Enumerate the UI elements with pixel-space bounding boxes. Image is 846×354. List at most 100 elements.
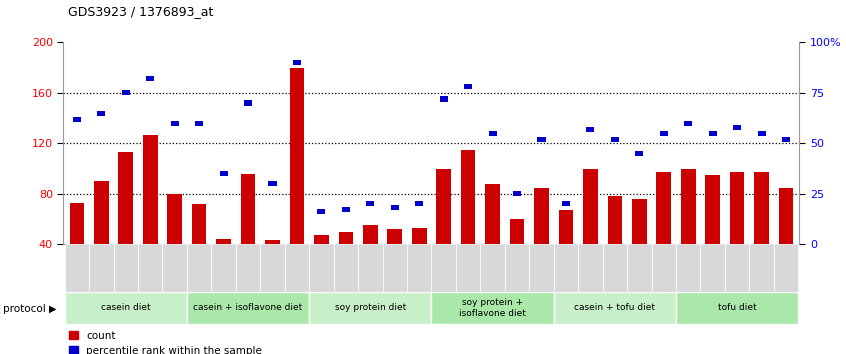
FancyBboxPatch shape [187,292,309,324]
FancyBboxPatch shape [725,244,750,292]
Bar [757,131,766,136]
Text: protocol: protocol [3,304,47,314]
Bar [342,207,350,212]
FancyBboxPatch shape [261,244,285,292]
Bar [562,201,570,206]
Bar [143,135,157,244]
Text: casein + isoflavone diet: casein + isoflavone diet [194,303,303,313]
Bar [293,60,301,65]
Bar [509,219,525,244]
Bar [195,121,203,126]
FancyBboxPatch shape [774,244,799,292]
Bar [782,137,790,142]
FancyBboxPatch shape [505,244,530,292]
Bar [681,169,695,244]
Text: ▶: ▶ [49,304,57,314]
Bar [755,172,769,244]
Legend: count, percentile rank within the sample: count, percentile rank within the sample [69,331,262,354]
Bar [366,201,375,206]
Text: GDS3923 / 1376893_at: GDS3923 / 1376893_at [68,5,213,18]
FancyBboxPatch shape [358,244,382,292]
Text: casein diet: casein diet [101,303,151,313]
Bar [583,169,598,244]
Bar [778,188,794,244]
Bar [391,205,398,211]
FancyBboxPatch shape [750,244,774,292]
Bar [220,171,228,176]
Bar [268,181,277,186]
FancyBboxPatch shape [651,244,676,292]
Bar [706,175,720,244]
FancyBboxPatch shape [212,244,236,292]
Bar [684,121,692,126]
Bar [317,210,326,215]
FancyBboxPatch shape [236,244,261,292]
Bar [244,101,252,105]
FancyBboxPatch shape [554,292,676,324]
FancyBboxPatch shape [578,244,602,292]
Text: soy protein diet: soy protein diet [335,303,406,313]
Bar [632,199,646,244]
Text: tofu diet: tofu diet [717,303,756,313]
FancyBboxPatch shape [138,244,162,292]
FancyBboxPatch shape [382,244,407,292]
Bar [635,151,643,156]
Bar [611,137,619,142]
Bar [363,225,377,244]
Bar [192,204,206,244]
FancyBboxPatch shape [285,244,309,292]
FancyBboxPatch shape [530,244,554,292]
Bar [387,229,402,244]
Bar [415,201,423,206]
Bar [146,76,154,81]
Bar [461,150,475,244]
FancyBboxPatch shape [187,244,212,292]
Bar [265,240,280,244]
Bar [122,90,129,96]
FancyBboxPatch shape [309,244,333,292]
Bar [513,191,521,196]
Bar [534,188,549,244]
FancyBboxPatch shape [481,244,505,292]
Bar [73,116,81,122]
Bar [314,235,329,244]
Bar [217,239,231,244]
FancyBboxPatch shape [407,244,431,292]
FancyBboxPatch shape [64,292,187,324]
Bar [289,68,305,244]
Bar [709,131,717,136]
Bar [440,96,448,102]
Bar [94,181,108,244]
FancyBboxPatch shape [676,292,799,324]
FancyBboxPatch shape [627,244,651,292]
FancyBboxPatch shape [431,244,456,292]
Bar [168,194,182,244]
FancyBboxPatch shape [162,244,187,292]
Bar [733,125,741,130]
FancyBboxPatch shape [309,292,431,324]
FancyBboxPatch shape [456,244,481,292]
Bar [241,174,255,244]
Text: casein + tofu diet: casein + tofu diet [574,303,656,313]
FancyBboxPatch shape [676,244,700,292]
Bar [171,121,179,126]
Bar [412,228,426,244]
Bar [660,131,667,136]
Bar [118,152,133,244]
FancyBboxPatch shape [113,244,138,292]
Bar [558,210,574,244]
Bar [338,232,354,244]
Bar [488,131,497,136]
FancyBboxPatch shape [554,244,578,292]
Bar [97,110,106,116]
Bar [607,196,622,244]
Bar [437,169,451,244]
Bar [69,202,85,244]
FancyBboxPatch shape [602,244,627,292]
FancyBboxPatch shape [333,244,358,292]
Bar [537,137,546,142]
Text: soy protein +
isoflavone diet: soy protein + isoflavone diet [459,298,526,318]
Bar [656,172,671,244]
FancyBboxPatch shape [89,244,113,292]
FancyBboxPatch shape [700,244,725,292]
